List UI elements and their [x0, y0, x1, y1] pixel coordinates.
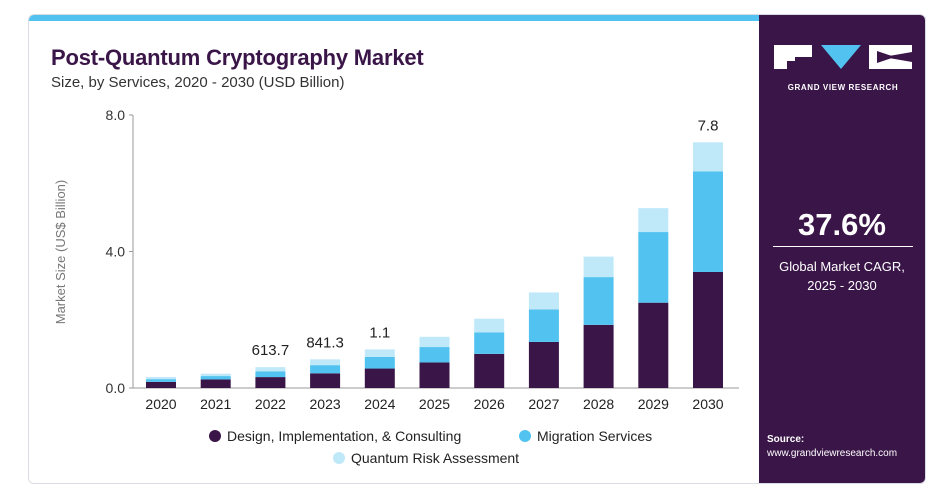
x-tick-label: 2028: [583, 396, 614, 412]
x-tick-label: 2030: [692, 396, 723, 412]
bar-segment: [419, 362, 450, 388]
data-label: 7.8: [698, 117, 719, 134]
y-tick-label: 8.0: [106, 107, 126, 123]
data-label: 841.3: [306, 334, 344, 351]
logo-text: GRAND VIEW RESEARCH: [787, 83, 899, 92]
bar-segment: [310, 365, 341, 374]
chart-card: Post-Quantum Cryptography Market Size, b…: [28, 14, 926, 484]
bar-segment: [474, 318, 505, 333]
bar-segment: [638, 232, 669, 303]
bar-segment: [638, 208, 669, 233]
x-tick-label: 2021: [200, 396, 231, 412]
x-tick-label: 2023: [310, 396, 341, 412]
legend-label: Quantum Risk Assessment: [351, 450, 519, 466]
y-tick-label: 4.0: [106, 244, 126, 260]
bar-segment: [693, 271, 723, 388]
x-tick-label: 2026: [474, 396, 505, 412]
source-label: Source:: [767, 434, 805, 445]
legend-swatch: [519, 430, 531, 442]
logo-icon: [774, 45, 912, 69]
bar-segment: [528, 292, 559, 310]
chart-subtitle: Size, by Services, 2020 - 2030 (USD Bill…: [51, 74, 345, 91]
cagr-label-line1: Global Market CAGR,: [779, 259, 905, 274]
bar-segment: [693, 142, 723, 172]
bar-segment: [364, 356, 395, 369]
bar-segment: [528, 309, 559, 342]
bar-segment: [583, 256, 614, 278]
grand-view-research-logo: GRAND VIEW RESEARCH: [773, 39, 913, 95]
bar-segment: [200, 379, 231, 388]
bar-segment: [200, 373, 231, 377]
legend-label: Design, Implementation, & Consulting: [227, 428, 461, 444]
x-tick-label: 2020: [145, 396, 176, 412]
bar-segment: [474, 332, 505, 354]
bar-segment: [474, 353, 505, 388]
legend-swatch: [209, 430, 221, 442]
legend-swatch: [333, 452, 345, 464]
bar-segment: [583, 324, 614, 388]
bar-segment: [638, 302, 669, 388]
bar-segment: [583, 277, 614, 325]
y-axis-label: Market Size (US$ Billion): [53, 180, 68, 325]
y-tick-label: 0.0: [106, 380, 126, 396]
x-tick-label: 2027: [528, 396, 559, 412]
accent-bar: [29, 15, 759, 21]
info-sidebar: GRAND VIEW RESEARCH 37.6% Global Market …: [759, 15, 925, 483]
data-label: 613.7: [252, 342, 290, 359]
bar-segment: [255, 377, 286, 388]
bar-segment: [146, 377, 176, 380]
bar-segment: [255, 367, 286, 372]
bar-segment: [255, 371, 286, 378]
bar-segment: [200, 376, 231, 380]
bar-segment: [364, 349, 395, 357]
bar-segment: [419, 336, 450, 348]
legend-label: Migration Services: [537, 428, 652, 444]
bar-segment: [146, 379, 176, 382]
data-label: 1.1: [369, 324, 390, 341]
x-tick-label: 2025: [419, 396, 450, 412]
bar-segment: [146, 381, 176, 388]
bar-segment: [528, 341, 559, 388]
bar-segment: [419, 347, 450, 363]
bar-chart: 0.0 4.0 8.0 Market Size (US$ Billion) 2020 20…: [53, 107, 739, 466]
cagr-divider: [773, 246, 913, 247]
bar-segment: [693, 171, 723, 272]
bar-segment: [364, 368, 395, 388]
cagr-label: Global Market CAGR, 2025 - 2030: [759, 257, 925, 295]
cagr-label-line2: 2025 - 2030: [807, 278, 877, 293]
x-tick-label: 2022: [255, 396, 286, 412]
chart-title: Post-Quantum Cryptography Market: [51, 45, 424, 70]
bar-segment: [310, 373, 341, 388]
x-tick-label: 2029: [638, 396, 669, 412]
chart-panel: Post-Quantum Cryptography Market Size, b…: [29, 21, 759, 483]
bar-segment: [310, 359, 341, 366]
cagr-value: 37.6%: [798, 207, 886, 242]
x-tick-label: 2024: [364, 396, 395, 412]
source-url[interactable]: www.grandviewresearch.com: [767, 448, 898, 459]
